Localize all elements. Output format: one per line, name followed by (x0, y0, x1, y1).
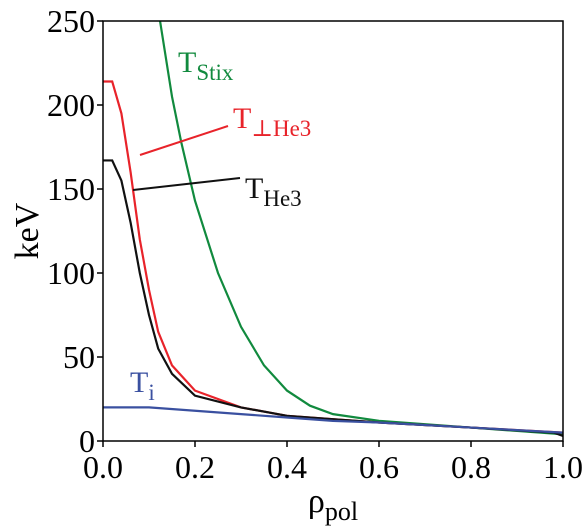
y-tick-label: 250 (47, 3, 95, 39)
y-tick-label: 0 (79, 423, 95, 459)
x-tick-label: 0.0 (83, 449, 123, 485)
series-label-main: T (130, 366, 148, 399)
series-label-sub: i (148, 380, 154, 405)
series-label: THe3 (245, 172, 302, 211)
series-line (103, 406, 563, 434)
series-label-main: T (233, 102, 251, 135)
y-tick-label: 200 (47, 87, 95, 123)
x-tick-label: 1.0 (543, 449, 583, 485)
series-label: T⊥He3 (233, 102, 311, 141)
y-axis-label: keV (9, 202, 46, 259)
x-label-main: ρ (308, 483, 325, 520)
x-tick-label: 0.8 (451, 449, 491, 485)
x-tick-label: 0.4 (267, 449, 307, 485)
series-label-sub: He3 (263, 186, 301, 211)
series-label-main: T (245, 172, 263, 205)
y-tick-label: 150 (47, 171, 95, 207)
plot-frame (102, 20, 564, 442)
x-tick-label: 0.2 (175, 449, 215, 485)
x-label-sub: pol (325, 497, 358, 526)
series-label: TStix (178, 46, 234, 85)
series-label-sub: ⊥He3 (251, 116, 311, 141)
x-tick-label: 0.6 (359, 449, 399, 485)
x-axis-label: ρpol (308, 483, 358, 526)
series-line (103, 80, 563, 434)
y-tick-label: 100 (47, 255, 95, 291)
series-label-main: T (178, 46, 196, 79)
pointer-line (139, 125, 229, 156)
y-tick-label: 50 (63, 339, 95, 375)
series-line (103, 159, 563, 437)
series-label-sub: Stix (196, 60, 234, 85)
plot-lines (103, 21, 563, 437)
series-label: Ti (130, 366, 155, 405)
pointer-line (132, 177, 241, 191)
